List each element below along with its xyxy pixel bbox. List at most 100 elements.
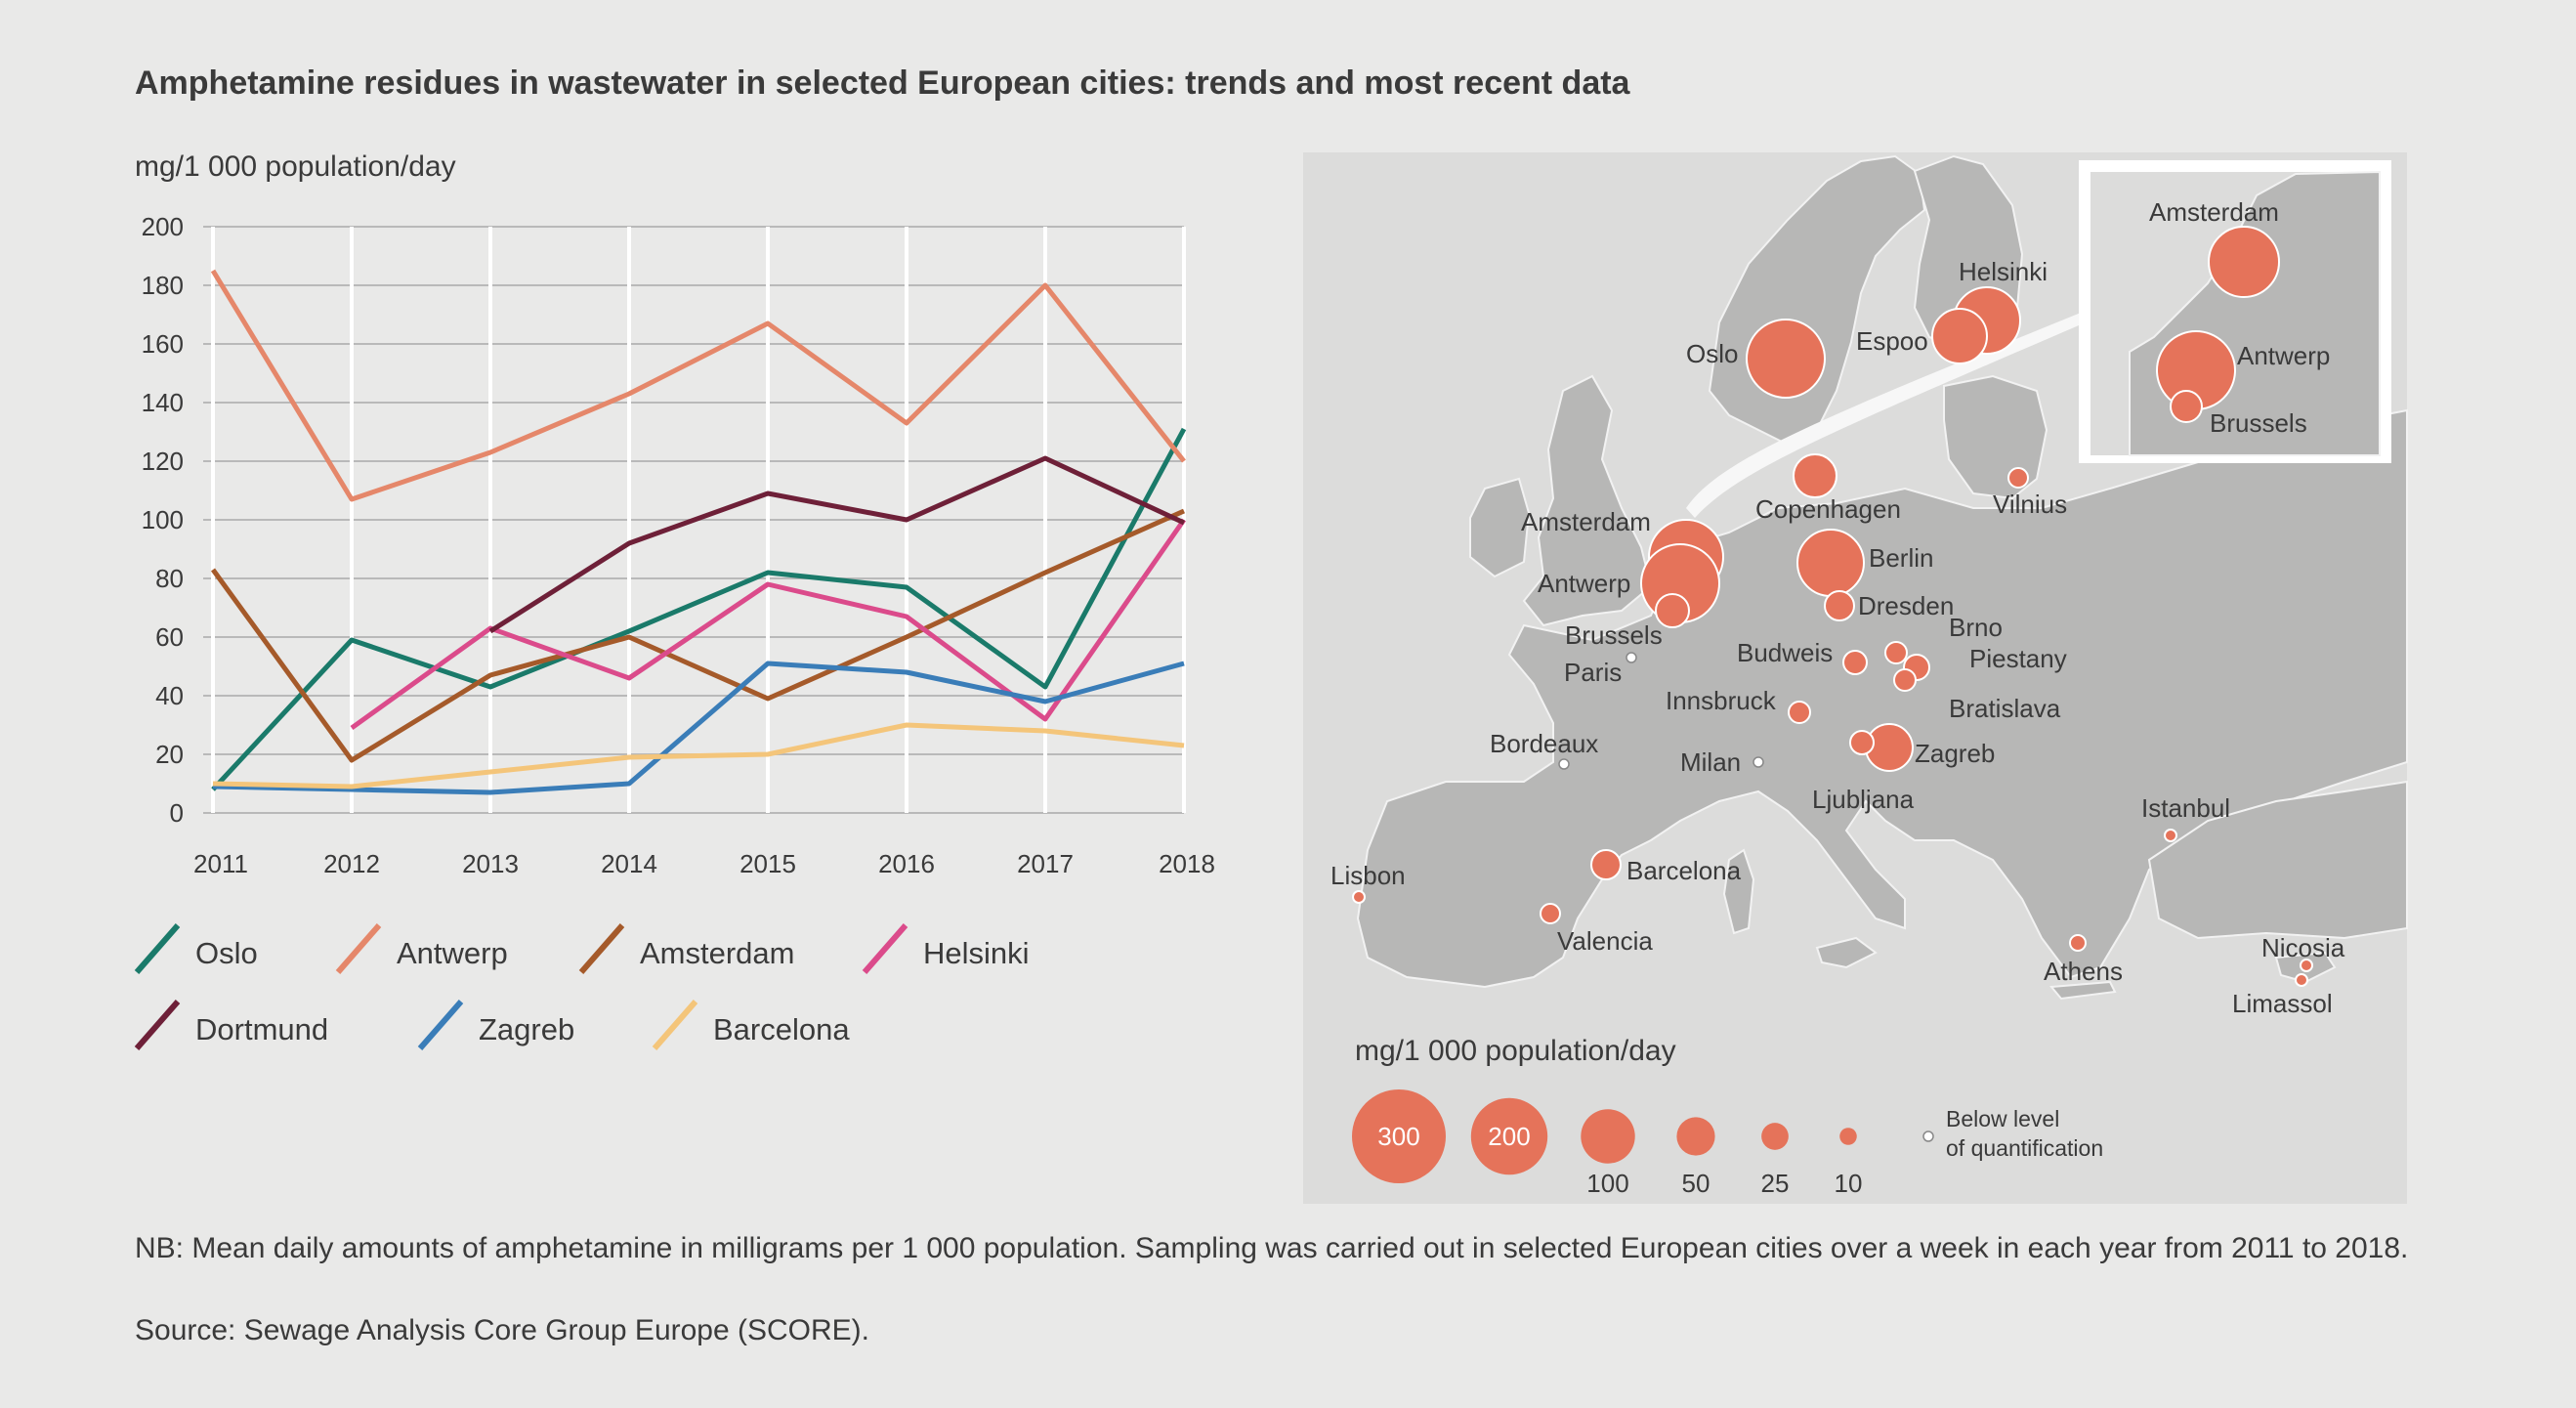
legend-item-dortmund: Dortmund: [134, 1000, 328, 1050]
city-bubble-istanbul: [2164, 829, 2177, 842]
city-label-innsbruck: Innsbruck: [1666, 686, 1777, 715]
city-label-bordeaux: Bordeaux: [1490, 729, 1598, 758]
inset-bubbles: Amsterdam Antwerp Brussels: [2149, 197, 2330, 438]
size-legend-item-200: 200: [1470, 1097, 1548, 1175]
city-label-valencia: Valencia: [1557, 926, 1653, 956]
inset-label-brussels: Brussels: [2210, 408, 2307, 438]
city-bubble-brno: [1884, 641, 1908, 664]
source-note: Source: Sewage Analysis Core Group Europ…: [135, 1314, 870, 1346]
series-line-zagreb: [212, 661, 1185, 795]
city-label-brno: Brno: [1949, 613, 2003, 642]
city-label-bratislava: Bratislava: [1949, 694, 2061, 723]
y-axis-unit-label: mg/1 000 population/day: [135, 150, 456, 183]
y-axis-ticks: 0 20 40 60 80 100 120 140 160 180 200: [142, 212, 184, 828]
city-label-vilnius: Vilnius: [1993, 490, 2067, 519]
blq-legend-label-line2: of quantification: [1946, 1135, 2103, 1161]
city-bubble-bratislava: [1893, 668, 1917, 692]
legend-swatch: [134, 1000, 181, 1050]
inset-bubble-amsterdam: [2208, 226, 2280, 298]
city-bubble-vilnius: [2007, 467, 2029, 489]
city-bubble-dresden: [1824, 590, 1855, 621]
legend-label: Antwerp: [397, 936, 508, 970]
y-tick-label: 200: [142, 212, 184, 241]
legend-swatch: [862, 923, 908, 974]
y-tick-label: 120: [142, 447, 184, 476]
size-legend-label: 25: [1761, 1169, 1790, 1198]
city-label-piestany: Piestany: [1969, 644, 2067, 673]
inset-label-antwerp: Antwerp: [2237, 341, 2330, 370]
inset-callout: [1686, 313, 2086, 518]
city-label-budweis: Budweis: [1737, 638, 1833, 667]
y-tick-label: 0: [170, 798, 184, 828]
legend-swatch: [578, 923, 625, 974]
city-label-athens: Athens: [2044, 957, 2123, 986]
land-masses: [1356, 154, 2408, 1001]
city-label-ljubljana: Ljubljana: [1812, 785, 1915, 814]
series-line-helsinki: [350, 518, 1187, 731]
series-line-dortmund: [488, 455, 1186, 634]
city-marker-milan: [1753, 756, 1764, 768]
city-marker-bordeaux: [1558, 758, 1570, 770]
city-label-helsinki: Helsinki: [1959, 257, 2048, 286]
size-legend-item-10: 10: [1835, 1128, 1863, 1198]
x-tick-label: 2012: [323, 849, 380, 878]
size-legend-bubble: [1839, 1128, 1857, 1145]
city-label-copenhagen: Copenhagen: [1755, 494, 1901, 524]
city-label-lisbon: Lisbon: [1330, 861, 1406, 890]
x-tick-label: 2011: [193, 849, 248, 878]
city-bubble-brussels: [1655, 593, 1690, 628]
size-legend-item-100: 100: [1581, 1109, 1635, 1198]
inset-map: Amsterdam Antwerp Brussels: [2079, 160, 2391, 463]
city-label-espoo: Espoo: [1856, 326, 1928, 356]
city-label-antwerp: Antwerp: [1538, 569, 1630, 598]
city-label-barcelona: Barcelona: [1626, 856, 1742, 885]
city-label-limassol: Limassol: [2232, 989, 2333, 1018]
x-tick-label: 2017: [1017, 849, 1074, 878]
city-label-paris: Paris: [1564, 658, 1622, 687]
city-bubble-espoo: [1931, 308, 1988, 364]
legend-label: Oslo: [195, 936, 258, 970]
legend-swatch: [417, 1000, 464, 1050]
y-tick-label: 80: [155, 564, 184, 593]
map-legend-title: mg/1 000 population/day: [1355, 1035, 1676, 1067]
map-bubbles: Oslo Helsinki Espoo Copenhagen Vilnius Amster…: [1330, 257, 2345, 1018]
legend-label: Zagreb: [479, 1012, 574, 1046]
city-bubble-valencia: [1540, 903, 1561, 924]
size-legend-bubble: [1352, 1089, 1446, 1183]
y-tick-label: 40: [155, 681, 184, 710]
city-bubble-athens: [2069, 934, 2087, 952]
legend-item-zagreb: Zagreb: [417, 1000, 574, 1050]
size-legend-label: 200: [1488, 1122, 1530, 1151]
legend-swatch: [652, 1000, 698, 1050]
city-bubble-barcelona: [1590, 849, 1622, 880]
legend-label: Barcelona: [713, 1012, 850, 1046]
city-bubble-limassol: [2295, 973, 2308, 987]
city-label-oslo: Oslo: [1686, 339, 1738, 368]
x-axis-ticks: 2011 2012 2013 2014 2015 2016 2017 2018: [193, 849, 1215, 878]
city-bubble-innsbruck: [1788, 701, 1811, 724]
size-legend-bubble: [1676, 1117, 1715, 1156]
line-chart: mg/1 000 population/day 0 20 40 60 80 100 120 1…: [134, 150, 1215, 1050]
series-line-barcelona: [212, 722, 1185, 789]
y-tick-label: 180: [142, 271, 184, 300]
city-label-berlin: Berlin: [1869, 543, 1933, 573]
city-label-istanbul: Istanbul: [2141, 793, 2230, 823]
city-bubble-ljubljana: [1849, 730, 1875, 755]
size-legend-label: 10: [1835, 1169, 1863, 1198]
blq-legend-marker: [1922, 1131, 1934, 1142]
size-legend-item-300: 300: [1352, 1089, 1446, 1183]
legend-swatch: [134, 923, 181, 974]
size-legend-label: 100: [1586, 1169, 1628, 1198]
legend-label: Dortmund: [195, 1012, 328, 1046]
size-legend-item-25: 25: [1761, 1123, 1790, 1198]
city-label-zagreb: Zagreb: [1915, 739, 1995, 768]
city-bubble-berlin: [1796, 529, 1865, 597]
legend-item-antwerp: Antwerp: [335, 923, 508, 974]
series-line-antwerp: [210, 269, 1186, 502]
city-label-nicosia: Nicosia: [2261, 933, 2345, 962]
x-tick-label: 2018: [1159, 849, 1215, 878]
series-lines: [210, 269, 1187, 795]
city-bubble-oslo: [1746, 319, 1826, 399]
x-tick-label: 2015: [739, 849, 796, 878]
